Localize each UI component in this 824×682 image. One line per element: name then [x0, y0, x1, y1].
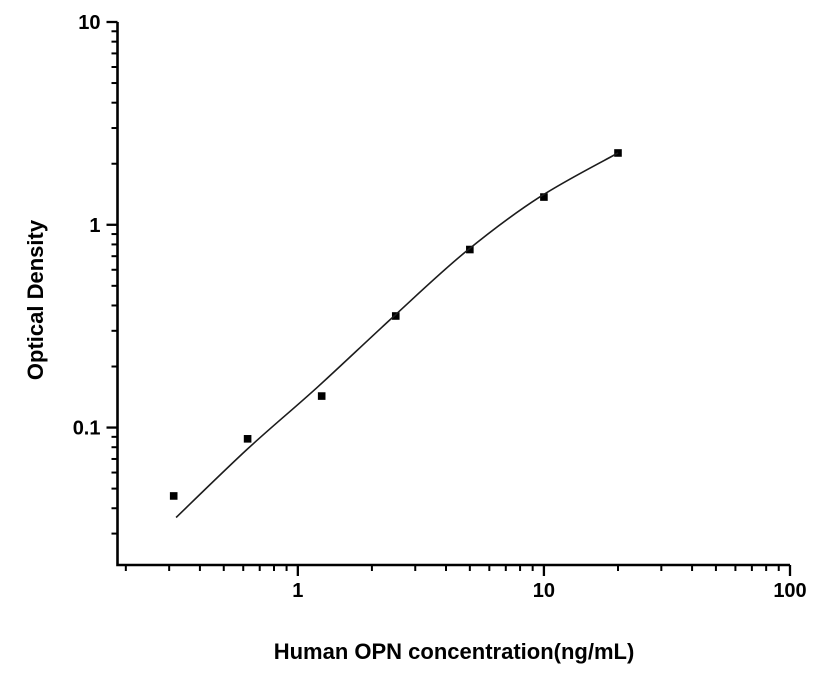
y-axis-tick-label: 10	[78, 12, 100, 34]
x-axis-tick-label: 100	[773, 580, 806, 602]
data-point-marker	[466, 245, 474, 254]
x-axis-title: Human OPN concentration(ng/mL)	[273, 639, 635, 664]
data-point-marker	[169, 492, 178, 500]
y-axis-tick-label: 0.1	[73, 418, 101, 440]
data-point-marker	[540, 193, 548, 201]
data-point-marker	[614, 149, 622, 157]
x-axis-tick-label: 10	[533, 580, 555, 602]
fitted-curve-line	[175, 152, 619, 519]
data-point-marker	[391, 312, 400, 320]
y-axis-tick-label: 1	[89, 215, 100, 237]
data-point-marker	[243, 435, 252, 443]
axis-frame	[116, 22, 790, 567]
x-axis-tick-label: 1	[292, 580, 303, 602]
y-axis-title: Optical Density	[23, 219, 48, 381]
data-point-marker	[317, 392, 326, 400]
